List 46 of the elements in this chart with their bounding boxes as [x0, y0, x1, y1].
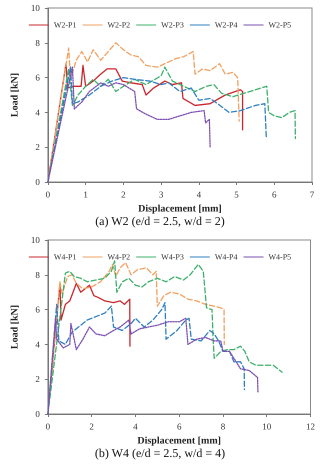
- x-tick-label: 6: [176, 422, 182, 432]
- text: (a) W2 (e/d = 2.5, w/d = 2): [95, 214, 225, 228]
- legend-label: W2-P1: [54, 20, 77, 30]
- y-tick-label: 0: [35, 177, 40, 187]
- x-tick-label: 7: [310, 190, 315, 200]
- y-tick-label: 2: [35, 374, 40, 384]
- x-tick-label: 0: [46, 422, 51, 432]
- y-tick-label: 6: [35, 304, 40, 315]
- x-tick-label: 4: [196, 190, 202, 200]
- y-axis-title: Load [kN]: [10, 304, 20, 350]
- y-axis-title: Load [kN]: [10, 72, 20, 118]
- x-tick-label: 5: [234, 190, 240, 200]
- y-tick-label: 4: [35, 107, 40, 118]
- x-axis-title: Displacement [mm]: [137, 435, 221, 446]
- x-tick-label: 2: [121, 190, 126, 200]
- legend-label: W4-P5: [268, 252, 292, 262]
- y-tick-label: 8: [35, 270, 40, 280]
- legend-label: W2-P2: [108, 20, 130, 30]
- x-tick-label: 3: [158, 190, 164, 200]
- y-tick-label: 0: [35, 409, 40, 419]
- text: (b) W4 (e/d = 2.5, w/d = 4): [94, 446, 226, 460]
- x-axis-title: Displacement [mm]: [138, 203, 222, 214]
- legend-label: W2-P4: [214, 20, 238, 30]
- x-tick-label: 6: [272, 190, 278, 200]
- legend-label: W4-P1: [54, 252, 77, 262]
- x-tick-label: 2: [89, 422, 94, 432]
- y-tick-label: 10: [30, 235, 40, 245]
- x-tick-label: 1: [83, 190, 88, 200]
- legend-label: W2-P5: [268, 20, 292, 30]
- x-tick-label: 0: [46, 190, 51, 200]
- line-series: [47, 66, 211, 183]
- x-tick-label: 8: [220, 422, 226, 432]
- x-tick-label: 10: [262, 422, 272, 432]
- line-series: [47, 318, 259, 415]
- y-tick-label: 10: [30, 3, 40, 13]
- legend-label: W2-P3: [161, 20, 184, 30]
- y-tick-label: 8: [35, 38, 40, 48]
- y-tick-label: 2: [35, 142, 40, 152]
- legend-label: W4-P3: [161, 252, 184, 262]
- legend-label: W4-P4: [214, 252, 238, 262]
- x-tick-label: 4: [133, 422, 138, 432]
- line-series: [47, 260, 283, 415]
- x-tick-label: 12: [306, 422, 315, 432]
- y-tick-label: 4: [35, 339, 40, 350]
- legend-label: W4-P2: [108, 252, 130, 262]
- y-tick-label: 6: [35, 72, 40, 83]
